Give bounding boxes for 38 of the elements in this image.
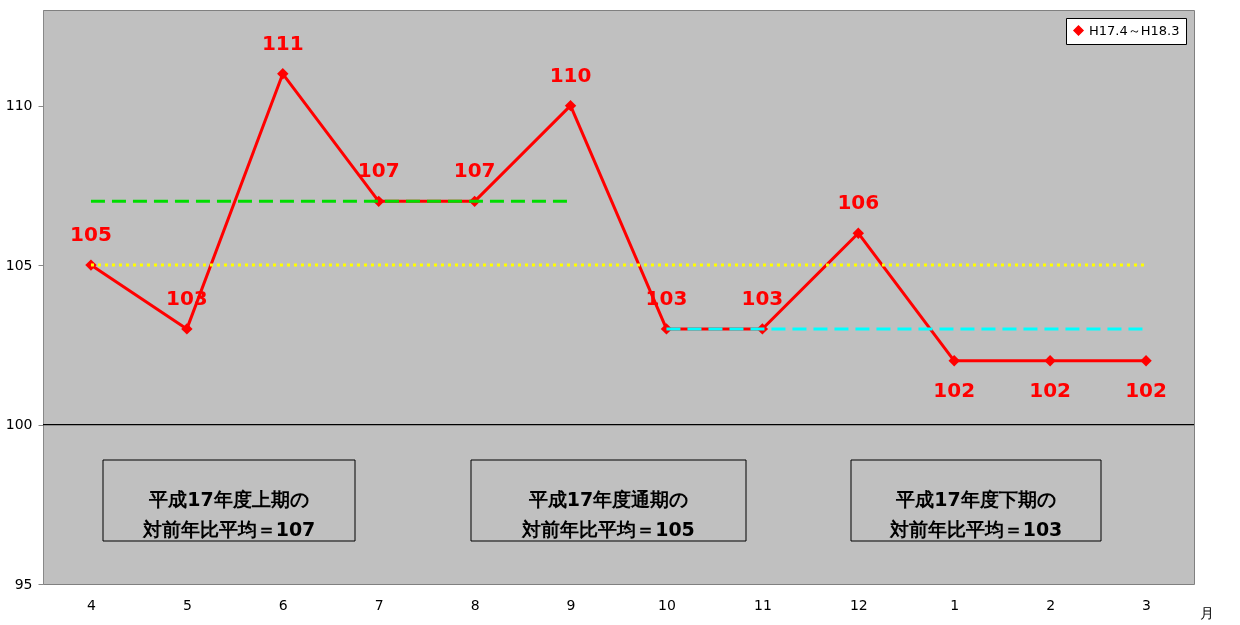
data-label: 111	[261, 30, 304, 55]
y-tick-label: 105	[5, 256, 33, 273]
point	[1140, 355, 1152, 367]
annotation: 平成17年度上期の対前年比平均＝107	[141, 488, 316, 540]
data-label: 106	[837, 190, 880, 215]
point	[948, 355, 960, 367]
x-tick-label: 3	[1142, 596, 1151, 613]
annotation: 平成17年度下期の対前年比平均＝103	[888, 488, 1063, 540]
x-tick-label: 10	[658, 596, 676, 613]
data-label: 105	[70, 222, 112, 247]
x-tick-label: 5	[182, 596, 192, 613]
y-tick-label: 100	[5, 416, 33, 433]
data-label: 102	[1125, 377, 1167, 402]
x-tick-label: 7	[374, 596, 384, 613]
point	[1044, 355, 1056, 367]
x-tick-label: 8	[470, 596, 480, 613]
annotation: 平成17年度通期の対前年比平均＝105	[521, 488, 695, 540]
x-tick-label: 4	[87, 596, 96, 613]
x-tick-label: 2	[1046, 596, 1056, 613]
data-label: 107	[357, 158, 400, 183]
y-tick-label: 95	[14, 575, 33, 592]
point	[564, 99, 577, 112]
legend-label: H17.4～H18.3	[1089, 22, 1180, 38]
data-label: 110	[549, 62, 592, 87]
x-tick-label: 11	[753, 596, 772, 613]
point	[852, 227, 864, 239]
data-label: 103	[741, 285, 784, 310]
x-tick-label: 9	[566, 596, 576, 613]
data-label: 102	[1029, 377, 1071, 402]
point	[277, 68, 289, 80]
point	[181, 323, 193, 335]
x-tick-label: 1	[950, 596, 960, 613]
data-label: 107	[453, 158, 496, 183]
x-axis-title: 月	[1199, 604, 1214, 621]
y-tick-label: 110	[5, 97, 33, 114]
data-label: 102	[933, 377, 976, 402]
x-tick-label: 12	[849, 596, 868, 613]
x-tick-label: 6	[278, 596, 288, 613]
